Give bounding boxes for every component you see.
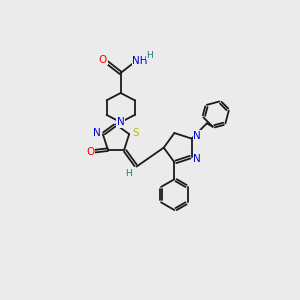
Text: N: N: [193, 130, 201, 140]
Text: N: N: [93, 128, 101, 138]
Text: H: H: [146, 51, 153, 60]
Text: O: O: [99, 55, 107, 65]
Text: NH: NH: [132, 56, 148, 66]
Text: H: H: [125, 169, 131, 178]
Text: N: N: [117, 117, 124, 127]
Text: N: N: [193, 154, 201, 164]
Text: S: S: [133, 128, 140, 138]
Text: O: O: [86, 147, 94, 157]
